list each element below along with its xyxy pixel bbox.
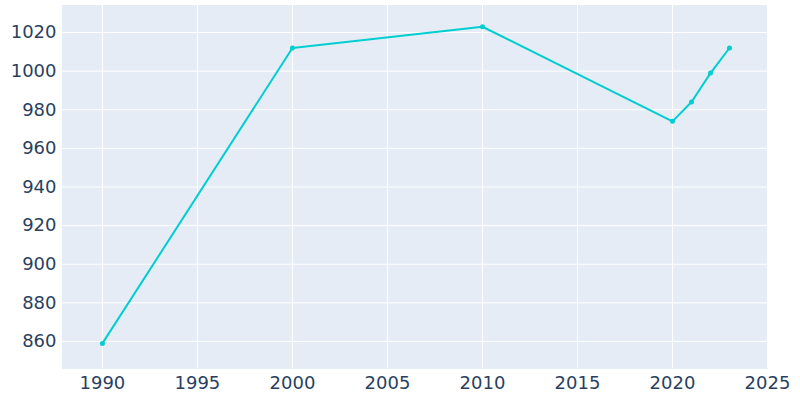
svg-text:2025: 2025 [745, 372, 791, 393]
svg-text:880: 880 [22, 292, 56, 313]
svg-text:1990: 1990 [79, 372, 125, 393]
svg-text:940: 940 [22, 176, 56, 197]
svg-text:2010: 2010 [460, 372, 506, 393]
svg-text:2005: 2005 [365, 372, 411, 393]
svg-text:900: 900 [22, 253, 56, 274]
svg-text:860: 860 [22, 330, 56, 351]
svg-text:2000: 2000 [270, 372, 316, 393]
svg-text:980: 980 [22, 99, 56, 120]
svg-text:1020: 1020 [11, 21, 57, 42]
svg-text:920: 920 [22, 214, 56, 235]
svg-text:2015: 2015 [555, 372, 601, 393]
svg-text:1995: 1995 [175, 372, 221, 393]
svg-text:960: 960 [22, 137, 56, 158]
svg-text:1000: 1000 [11, 60, 57, 81]
svg-text:2020: 2020 [650, 372, 696, 393]
